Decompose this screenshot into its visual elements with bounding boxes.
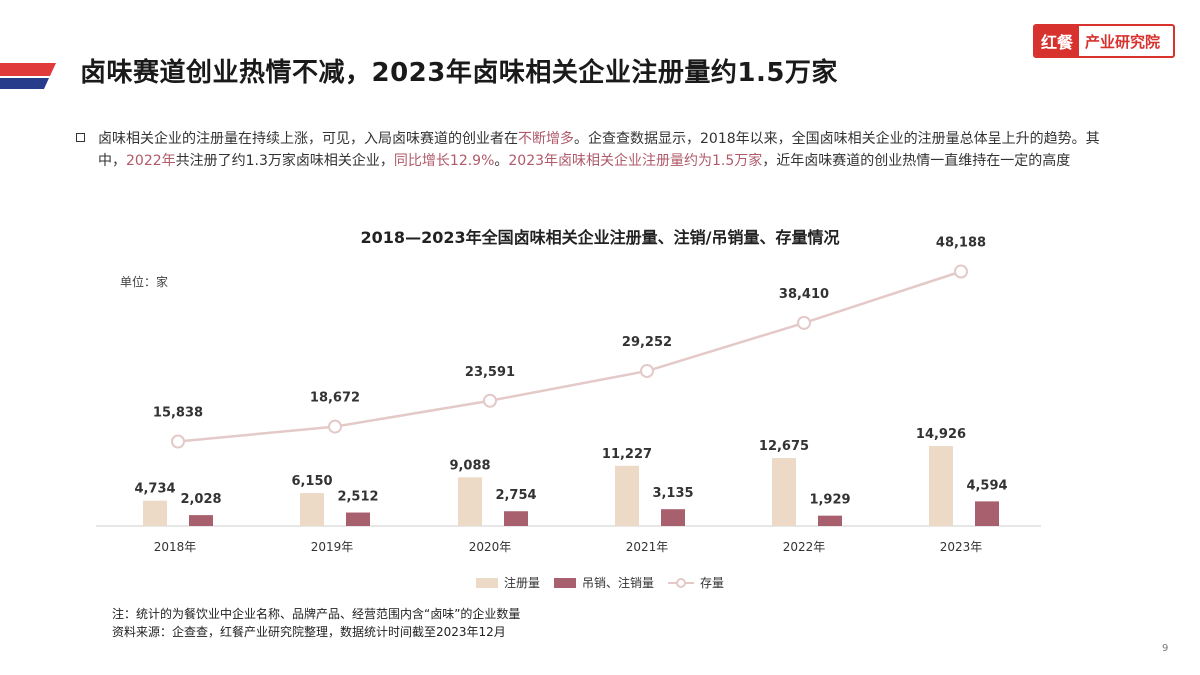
stock-point [171, 434, 185, 449]
summary-part-1: 卤味相关企业的注册量在持续上涨，可见，入局卤味赛道的创业者在 [98, 131, 518, 147]
legend-item-registered: 注册量 [475, 574, 540, 591]
bar-registered-label: 4,734 [134, 482, 175, 497]
bar-cancelled-label: 2,754 [495, 488, 536, 503]
bar-cancelled [661, 509, 685, 526]
stock-point [954, 264, 968, 279]
bar-registered-label: 9,088 [449, 458, 490, 473]
brand-text: 产业研究院 [1085, 32, 1161, 51]
bar-cancelled [346, 512, 370, 526]
bar-cancelled-label: 3,135 [652, 486, 693, 501]
stock-point [797, 315, 811, 330]
bar-registered-label: 14,926 [916, 427, 966, 442]
summary-part-2: 。企查查数据显示，2018年以来，全国卤味相关企业的注册量总体呈上升的趋势。其中… [98, 131, 1100, 169]
summary-highlight-3: 同比增长12.9% [393, 153, 495, 169]
x-tick-label: 2020年 [469, 540, 512, 554]
legend-label-cancelled: 吊销、注销量 [581, 576, 654, 590]
summary-part-5: ，近年卤味赛道的创业热情一直维持在一定的高度 [762, 153, 1071, 169]
bar-registered-label: 11,227 [602, 447, 652, 462]
brand-mark: 红餐 [1035, 26, 1080, 56]
bar-registered-label: 6,150 [291, 474, 332, 489]
bar-cancelled [818, 515, 842, 526]
stock-point [483, 393, 497, 408]
summary-highlight-4: 2023年卤味相关企业注册量约为1.5万家 [508, 153, 763, 169]
footnote: 注：统计的为餐饮业中企业名称、品牌产品、经营范围内含“卤味”的企业数量 资料来源… [112, 605, 520, 641]
bar-registered [772, 458, 796, 526]
summary-paragraph: 卤味相关企业的注册量在持续上涨，可见，入局卤味赛道的创业者在不断增多。企查查数据… [76, 128, 1126, 172]
unit-label: 单位：家 [120, 275, 169, 289]
stock-point-label: 23,591 [465, 365, 515, 380]
legend-item-stock: 存量 [668, 574, 724, 591]
bar-cancelled-label: 1,929 [809, 493, 850, 508]
stock-line [177, 270, 962, 443]
legend-swatch-stock [668, 577, 694, 588]
bar-cancelled [975, 501, 999, 526]
bar-cancelled-label: 2,512 [337, 490, 378, 505]
stock-point [640, 364, 654, 379]
legend-item-cancelled: 吊销、注销量 [553, 574, 654, 591]
page-title: 卤味赛道创业热情不减，2023年卤味相关企业注册量约1.5万家 [80, 58, 838, 88]
note-text: 注：统计的为餐饮业中企业名称、品牌产品、经营范围内含“卤味”的企业数量 [112, 607, 521, 621]
x-tick-label: 2022年 [783, 540, 826, 554]
stock-point-label: 48,188 [936, 236, 986, 251]
legend-swatch-cancelled [553, 577, 576, 588]
summary-part-4: 。 [494, 153, 509, 169]
stock-point [328, 419, 342, 434]
bar-registered-label: 12,675 [759, 439, 809, 454]
bar-cancelled [189, 515, 213, 526]
summary-part-3: 共注册了约1.3万家卤味相关企业， [175, 153, 394, 169]
brand-logo: 红餐 产业研究院 [1033, 24, 1175, 58]
x-tick-label: 2021年 [626, 540, 669, 554]
title-accent-stripe [0, 63, 56, 89]
x-tick-label: 2023年 [940, 540, 983, 554]
x-tick-label: 2019年 [311, 540, 354, 554]
stock-point-label: 18,672 [310, 391, 360, 406]
chart-legend: 注册量 吊销、注销量 存量 [0, 574, 1200, 591]
x-tick-label: 2018年 [154, 540, 197, 554]
stock-point-label: 29,252 [622, 335, 672, 350]
bar-cancelled-label: 2,028 [180, 492, 221, 507]
bar-registered [615, 465, 639, 526]
bar-registered [300, 493, 324, 526]
legend-label-registered: 注册量 [503, 576, 540, 590]
summary-text: 卤味相关企业的注册量在持续上涨，可见，入局卤味赛道的创业者在不断增多。企查查数据… [98, 128, 1126, 172]
legend-label-stock: 存量 [700, 576, 725, 590]
stock-point-label: 38,410 [779, 287, 829, 302]
source-text: 资料来源：企查查，红餐产业研究院整理，数据统计时间截至2023年12月 [112, 625, 506, 639]
bar-registered [458, 477, 482, 526]
stock-point-label: 15,838 [153, 406, 203, 421]
square-bullet-icon [76, 133, 85, 142]
page-number: 9 [1162, 643, 1169, 654]
summary-highlight-1: 不断增多 [518, 131, 574, 147]
bar-registered [929, 446, 953, 526]
summary-highlight-2: 2022年 [126, 153, 176, 169]
chart-title: 2018—2023年全国卤味相关企业注册量、注销/吊销量、存量情况 [360, 228, 840, 247]
legend-swatch-registered [475, 577, 498, 588]
bar-cancelled [504, 511, 528, 526]
bar-cancelled-label: 4,594 [966, 478, 1007, 493]
bar-registered [143, 500, 167, 526]
